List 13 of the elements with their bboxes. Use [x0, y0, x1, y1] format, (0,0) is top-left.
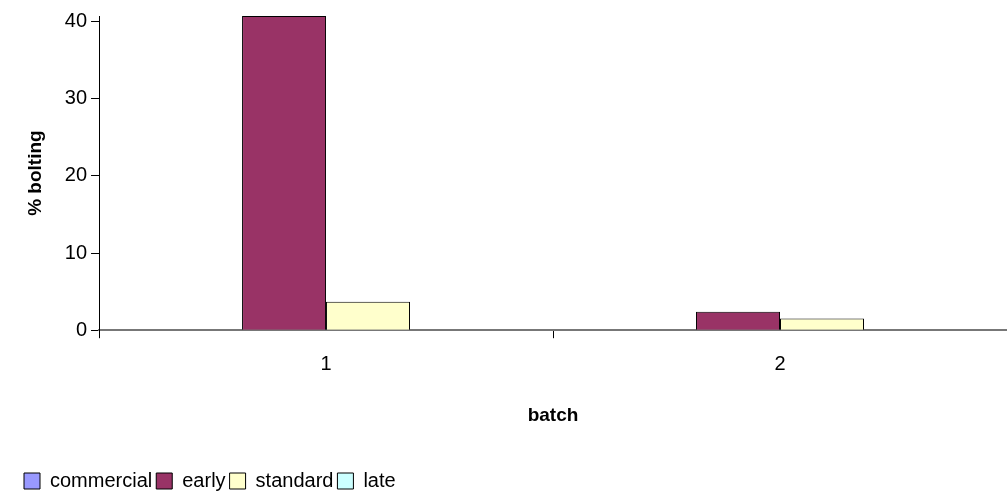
y-tick-label: 0 [75, 317, 88, 340]
legend-label: commercial [50, 468, 153, 491]
y-tick-label: 10 [64, 240, 88, 263]
legend-label: standard [255, 468, 334, 491]
y-axis-title: % bolting [23, 130, 45, 216]
y-tick-label: 30 [64, 86, 88, 109]
y-tick-label: 40 [64, 8, 88, 31]
x-tick-label: 2 [774, 351, 786, 374]
legend-label: late [363, 468, 396, 491]
x-axis-title: batch [527, 403, 579, 425]
x-tick-label: 1 [320, 351, 332, 374]
legend-label: early [182, 468, 226, 491]
y-tick-label: 20 [64, 163, 88, 186]
